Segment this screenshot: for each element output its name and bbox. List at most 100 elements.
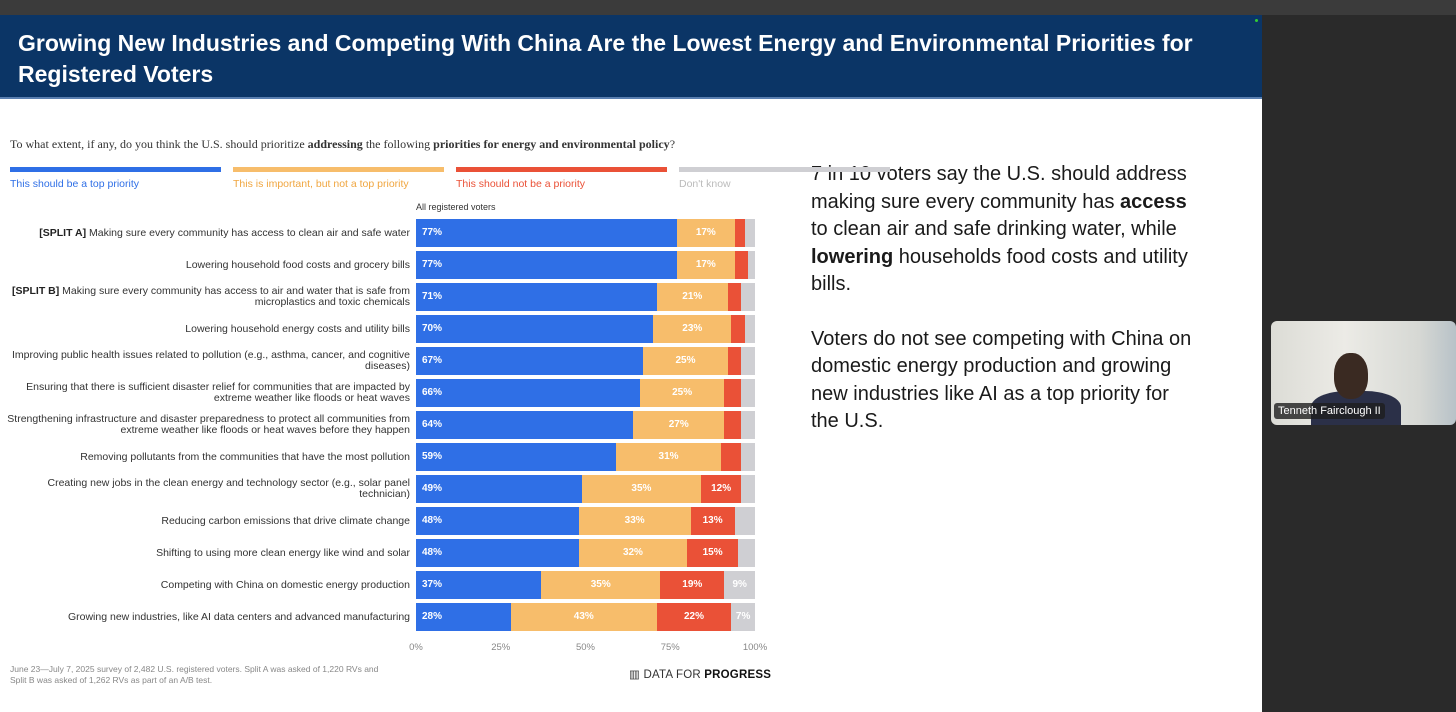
bar-segment-don-t-know bbox=[734, 507, 755, 535]
bar-segment-this-should-not-be-a-priority: 15% bbox=[687, 539, 739, 567]
legend-item: This should not be a priority bbox=[456, 167, 667, 190]
bar-segment-don-t-know bbox=[741, 347, 755, 375]
insight-bold: lowering bbox=[811, 245, 894, 268]
bar-segment-this-should-not-be-a-priority bbox=[727, 283, 742, 311]
legend-item: This is important, but not a top priorit… bbox=[233, 167, 444, 190]
bar-segment-this-should-not-be-a-priority bbox=[734, 219, 745, 247]
bar-segment-this-should-be-a-top-priority: 37% bbox=[416, 571, 542, 599]
question-text: To what extent, if any, do you think the… bbox=[10, 137, 308, 151]
bar-segment-this-is-important-but-not-a-top-priority: 25% bbox=[639, 379, 725, 407]
bar-segment-this-should-be-a-top-priority: 48% bbox=[416, 507, 579, 535]
insight-paragraph-2: Voters do not see competing with China o… bbox=[811, 327, 1192, 433]
bar-segment-this-is-important-but-not-a-top-priority: 32% bbox=[578, 539, 688, 567]
bar-segment-don-t-know bbox=[744, 219, 755, 247]
brand-text: DATA FOR bbox=[643, 669, 705, 681]
row-label: Competing with China on domestic energy … bbox=[160, 578, 410, 591]
bar-segment-this-is-important-but-not-a-top-priority: 23% bbox=[653, 315, 732, 343]
bar-segment-this-should-not-be-a-priority bbox=[727, 347, 742, 375]
row-label: [SPLIT A] Making sure every community ha… bbox=[39, 226, 410, 239]
bar-segment-this-is-important-but-not-a-top-priority: 35% bbox=[582, 475, 701, 503]
question-bold: priorities for energy and environmental … bbox=[433, 137, 670, 151]
row-label: [SPLIT B] Making sure every community ha… bbox=[12, 285, 410, 308]
bar-segment-this-is-important-but-not-a-top-priority: 17% bbox=[677, 219, 735, 247]
slide-title: Growing New Industries and Competing Wit… bbox=[0, 15, 1262, 99]
x-tick-label: 25% bbox=[491, 642, 511, 653]
question-text: ? bbox=[669, 137, 676, 151]
bar-segment-this-should-be-a-top-priority: 67% bbox=[416, 347, 644, 375]
bar-segment-this-is-important-but-not-a-top-priority: 27% bbox=[632, 411, 725, 439]
participant-head bbox=[1334, 353, 1368, 399]
x-tick-label: 75% bbox=[660, 642, 680, 653]
recording-indicator bbox=[1255, 19, 1258, 22]
top-bar bbox=[0, 0, 1456, 15]
row-label: Strengthening infrastructure and disaste… bbox=[7, 413, 410, 436]
insight-text: 7 in 10 voters say the U.S. should addre… bbox=[811, 161, 1201, 463]
data-for-progress-logo: ▥ DATA FOR PROGRESS bbox=[629, 667, 771, 681]
insight-text-part: to clean air and safe drinking water, wh… bbox=[811, 218, 1177, 240]
bar-segment-don-t-know bbox=[741, 283, 755, 311]
bar-segment-this-should-not-be-a-priority bbox=[734, 251, 749, 279]
bar-segment-don-t-know bbox=[748, 251, 755, 279]
legend-label: This should not be a priority bbox=[456, 178, 585, 190]
survey-question: To what extent, if any, do you think the… bbox=[10, 137, 675, 152]
legend-label: Don't know bbox=[679, 178, 731, 190]
row-label: Removing pollutants from the communities… bbox=[80, 450, 410, 463]
bar-segment-don-t-know bbox=[741, 411, 755, 439]
bar-segment-this-is-important-but-not-a-top-priority: 31% bbox=[616, 443, 722, 471]
participant-video-tile[interactable]: Tenneth Fairclough II bbox=[1271, 321, 1456, 425]
chart-subhead: All registered voters bbox=[416, 202, 496, 212]
bar-segment-this-should-not-be-a-priority bbox=[724, 411, 742, 439]
bar-segment-this-should-not-be-a-priority: 22% bbox=[656, 603, 732, 631]
bar-segment-this-is-important-but-not-a-top-priority: 17% bbox=[677, 251, 735, 279]
bar-segment-this-should-be-a-top-priority: 59% bbox=[416, 443, 616, 471]
legend-swatch bbox=[679, 167, 890, 172]
bar-segment-this-should-be-a-top-priority: 64% bbox=[416, 411, 633, 439]
row-label-prefix: [SPLIT B] bbox=[12, 285, 60, 297]
bar-segment-this-should-be-a-top-priority: 48% bbox=[416, 539, 579, 567]
insight-bold: access bbox=[1120, 190, 1187, 213]
bar-chart-icon: ▥ bbox=[629, 669, 641, 681]
insight-text-part: households food costs and utility bills. bbox=[811, 245, 1188, 296]
question-bold: addressing bbox=[307, 137, 363, 151]
row-label: Growing new industries, like AI data cen… bbox=[67, 610, 410, 623]
bar-segment-this-should-be-a-top-priority: 77% bbox=[416, 251, 678, 279]
bar-segment-this-is-important-but-not-a-top-priority: 25% bbox=[643, 347, 728, 375]
row-label: Lowering household energy costs and util… bbox=[185, 322, 410, 335]
row-label: Shifting to using more clean energy like… bbox=[156, 546, 410, 559]
bar-segment-this-should-not-be-a-priority bbox=[731, 315, 745, 343]
insight-paragraph-1: 7 in 10 voters say the U.S. should addre… bbox=[811, 161, 1201, 299]
row-label: Creating new jobs in the clean energy an… bbox=[47, 477, 410, 500]
row-label: Improving public health issues related t… bbox=[11, 349, 410, 372]
bar-segment-this-is-important-but-not-a-top-priority: 35% bbox=[541, 571, 661, 599]
bar-segment-don-t-know: 9% bbox=[724, 571, 755, 599]
row-label: Ensuring that there is sufficient disast… bbox=[26, 381, 410, 404]
legend-swatch bbox=[233, 167, 444, 172]
bar-segment-this-should-not-be-a-priority: 12% bbox=[700, 475, 742, 503]
question-text: the following bbox=[362, 137, 434, 151]
footnote: June 23—July 7, 2025 survey of 2,482 U.S… bbox=[10, 664, 379, 685]
bar-segment-this-should-not-be-a-priority bbox=[724, 379, 742, 407]
bar-segment-this-should-not-be-a-priority: 13% bbox=[690, 507, 735, 535]
bar-segment-this-should-be-a-top-priority: 70% bbox=[416, 315, 654, 343]
bar-segment-this-should-be-a-top-priority: 71% bbox=[416, 283, 657, 311]
x-tick-label: 100% bbox=[742, 642, 768, 653]
bar-segment-this-should-be-a-top-priority: 77% bbox=[416, 219, 678, 247]
bar-segment-this-is-important-but-not-a-top-priority: 33% bbox=[578, 507, 691, 535]
bar-segment-this-should-not-be-a-priority: 19% bbox=[660, 571, 725, 599]
bar-segment-don-t-know bbox=[744, 315, 755, 343]
bar-segment-this-should-be-a-top-priority: 28% bbox=[416, 603, 511, 631]
bar-segment-don-t-know: 7% bbox=[731, 603, 755, 631]
row-label-prefix: [SPLIT A] bbox=[39, 226, 87, 239]
bar-segment-this-is-important-but-not-a-top-priority: 21% bbox=[656, 283, 728, 311]
bar-segment-this-is-important-but-not-a-top-priority: 43% bbox=[510, 603, 657, 631]
x-tick-label: 50% bbox=[575, 642, 596, 653]
insight-text-part: 7 in 10 voters say the U.S. should addre… bbox=[811, 163, 1187, 213]
bar-segment-don-t-know bbox=[741, 443, 755, 471]
legend-item: This should be a top priority bbox=[10, 167, 221, 190]
brand-text-bold: PROGRESS bbox=[704, 669, 772, 681]
legend-label: This should be a top priority bbox=[10, 178, 139, 190]
bar-segment-don-t-know bbox=[741, 379, 755, 407]
x-tick-label: 0% bbox=[409, 642, 423, 653]
presentation-slide: Growing New Industries and Competing Wit… bbox=[0, 15, 1262, 712]
bar-segment-don-t-know bbox=[738, 539, 755, 567]
